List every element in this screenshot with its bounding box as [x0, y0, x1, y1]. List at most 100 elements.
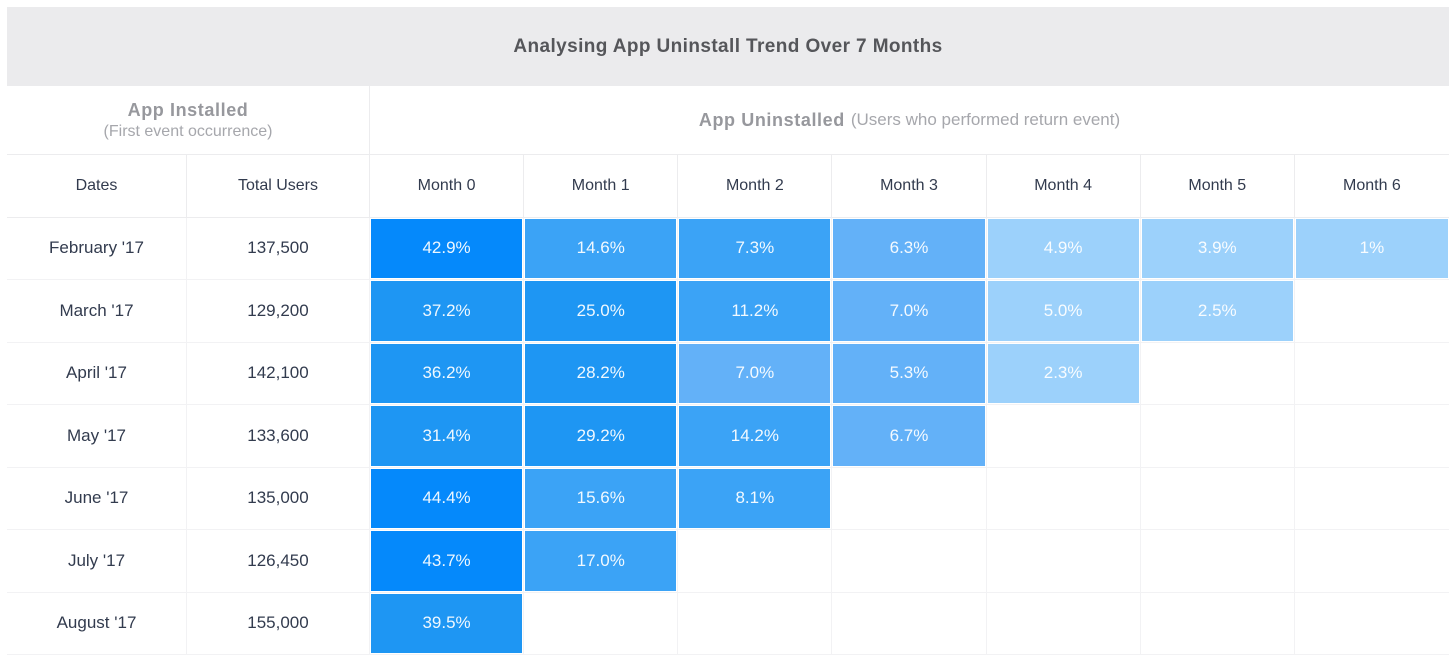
cohort-cell-value: 43.7%	[371, 531, 523, 591]
cohort-cell-value: 4.9%	[987, 218, 1139, 278]
cohort-cell-june-17-month-3	[832, 467, 987, 530]
uninstalled-sublabel: (Users who performed return event)	[850, 110, 1121, 129]
cohort-cell-april-17-month-0: 36.2%	[370, 342, 525, 405]
cohort-cell-june-17-month-6	[1294, 467, 1449, 530]
page-title: Analysing App Uninstall Trend Over 7 Mon…	[513, 35, 943, 57]
cohort-cell-august-17-month-5	[1140, 592, 1295, 655]
column-header-month-6: Month 6	[1294, 155, 1449, 218]
column-header-month-3: Month 3	[832, 155, 987, 218]
cohort-cell-february-17-month-3: 6.3%	[832, 217, 987, 280]
cohort-cell-value: 29.2%	[525, 406, 677, 466]
cohort-cell-march-17-month-6	[1294, 280, 1449, 343]
date-cell-june-17: June '17	[7, 467, 187, 530]
column-header-month-1: Month 1	[524, 155, 679, 218]
cohort-cell-july-17-month-2	[678, 530, 833, 593]
cohort-cell-value: 7.0%	[833, 281, 985, 341]
group-header-installed: App Installed (First event occurrence)	[7, 86, 370, 154]
total-users-cell-may-17: 133,600	[187, 405, 370, 468]
cohort-cell-value: 14.2%	[679, 406, 831, 466]
cohort-table: Dates Total Users Month 0 Month 1 Month 2 Mon…	[7, 155, 1449, 655]
cohort-cell-june-17-month-0: 44.4%	[370, 467, 525, 530]
cohort-cell-april-17-month-6	[1294, 342, 1449, 405]
cohort-cell-may-17-month-4	[986, 405, 1141, 468]
cohort-cell-value: 2.3%	[987, 343, 1139, 403]
cohort-cell-may-17-month-6	[1294, 405, 1449, 468]
cohort-cell-april-17-month-5	[1140, 342, 1295, 405]
cohort-cell-february-17-month-1: 14.6%	[524, 217, 679, 280]
date-cell-august-17: August '17	[7, 592, 187, 655]
date-cell-july-17: July '17	[7, 530, 187, 593]
date-cell-march-17: March '17	[7, 280, 187, 343]
cohort-cell-value: 31.4%	[371, 406, 523, 466]
cohort-cell-value: 5.0%	[987, 281, 1139, 341]
cohort-cell-value: 39.5%	[371, 593, 523, 653]
column-header-month-5: Month 5	[1140, 155, 1295, 218]
cohort-cell-value: 5.3%	[833, 343, 985, 403]
cohort-cell-february-17-month-0: 42.9%	[370, 217, 525, 280]
cohort-cell-may-17-month-3: 6.7%	[832, 405, 987, 468]
cohort-cell-june-17-month-2: 8.1%	[678, 467, 833, 530]
cohort-cell-july-17-month-4	[986, 530, 1141, 593]
cohort-cell-march-17-month-3: 7.0%	[832, 280, 987, 343]
cohort-cell-value: 17.0%	[525, 531, 677, 591]
cohort-cell-february-17-month-5: 3.9%	[1140, 217, 1295, 280]
cohort-cell-value: 44.4%	[371, 468, 523, 528]
cohort-cell-march-17-month-5: 2.5%	[1140, 280, 1295, 343]
cohort-cell-may-17-month-5	[1140, 405, 1295, 468]
cohort-cell-march-17-month-2: 11.2%	[678, 280, 833, 343]
cohort-cell-value: 28.2%	[525, 343, 677, 403]
installed-sublabel: (First event occurrence)	[103, 122, 273, 140]
cohort-cell-june-17-month-1: 15.6%	[524, 467, 679, 530]
title-bar: Analysing App Uninstall Trend Over 7 Mon…	[7, 7, 1449, 86]
cohort-cell-value: 14.6%	[525, 218, 677, 278]
cohort-cell-august-17-month-1	[524, 592, 679, 655]
cohort-cell-value: 2.5%	[1141, 281, 1293, 341]
cohort-cell-value: 1%	[1295, 218, 1448, 278]
column-header-dates: Dates	[7, 155, 187, 218]
cohort-cell-february-17-month-2: 7.3%	[678, 217, 833, 280]
column-header-total-users: Total Users	[187, 155, 370, 218]
cohort-cell-march-17-month-0: 37.2%	[370, 280, 525, 343]
cohort-cell-value: 15.6%	[525, 468, 677, 528]
cohort-cell-march-17-month-4: 5.0%	[986, 280, 1141, 343]
cohort-cell-july-17-month-0: 43.7%	[370, 530, 525, 593]
cohort-cell-august-17-month-0: 39.5%	[370, 592, 525, 655]
cohort-cell-april-17-month-1: 28.2%	[524, 342, 679, 405]
total-users-cell-july-17: 126,450	[187, 530, 370, 593]
total-users-cell-march-17: 129,200	[187, 280, 370, 343]
cohort-cell-june-17-month-5	[1140, 467, 1295, 530]
cohort-cell-value: 7.3%	[679, 218, 831, 278]
group-header-uninstalled: App Uninstalled (Users who performed ret…	[370, 86, 1449, 154]
total-users-cell-august-17: 155,000	[187, 592, 370, 655]
date-cell-april-17: April '17	[7, 342, 187, 405]
column-header-month-0: Month 0	[370, 155, 525, 218]
cohort-cell-july-17-month-1: 17.0%	[524, 530, 679, 593]
cohort-cell-value: 36.2%	[371, 343, 523, 403]
cohort-cell-may-17-month-1: 29.2%	[524, 405, 679, 468]
installed-label: App Installed	[127, 99, 249, 120]
cohort-cell-value: 8.1%	[679, 468, 831, 528]
total-users-cell-june-17: 135,000	[187, 467, 370, 530]
total-users-cell-april-17: 142,100	[187, 342, 370, 405]
cohort-cell-august-17-month-4	[986, 592, 1141, 655]
cohort-cell-value: 42.9%	[371, 218, 523, 278]
cohort-cell-value: 6.7%	[833, 406, 985, 466]
group-header-row: App Installed (First event occurrence) A…	[7, 86, 1449, 155]
cohort-cell-march-17-month-1: 25.0%	[524, 280, 679, 343]
cohort-cell-may-17-month-0: 31.4%	[370, 405, 525, 468]
cohort-cell-value: 25.0%	[525, 281, 677, 341]
cohort-cell-april-17-month-2: 7.0%	[678, 342, 833, 405]
cohort-cell-value: 6.3%	[833, 218, 985, 278]
cohort-cell-value: 3.9%	[1141, 218, 1293, 278]
cohort-cell-june-17-month-4	[986, 467, 1141, 530]
cohort-cell-july-17-month-5	[1140, 530, 1295, 593]
column-header-month-2: Month 2	[678, 155, 833, 218]
cohort-cell-value: 11.2%	[679, 281, 831, 341]
cohort-cell-july-17-month-3	[832, 530, 987, 593]
total-users-cell-february-17: 137,500	[187, 217, 370, 280]
cohort-cell-august-17-month-6	[1294, 592, 1449, 655]
cohort-cell-july-17-month-6	[1294, 530, 1449, 593]
cohort-cell-april-17-month-4: 2.3%	[986, 342, 1141, 405]
date-cell-february-17: February '17	[7, 217, 187, 280]
